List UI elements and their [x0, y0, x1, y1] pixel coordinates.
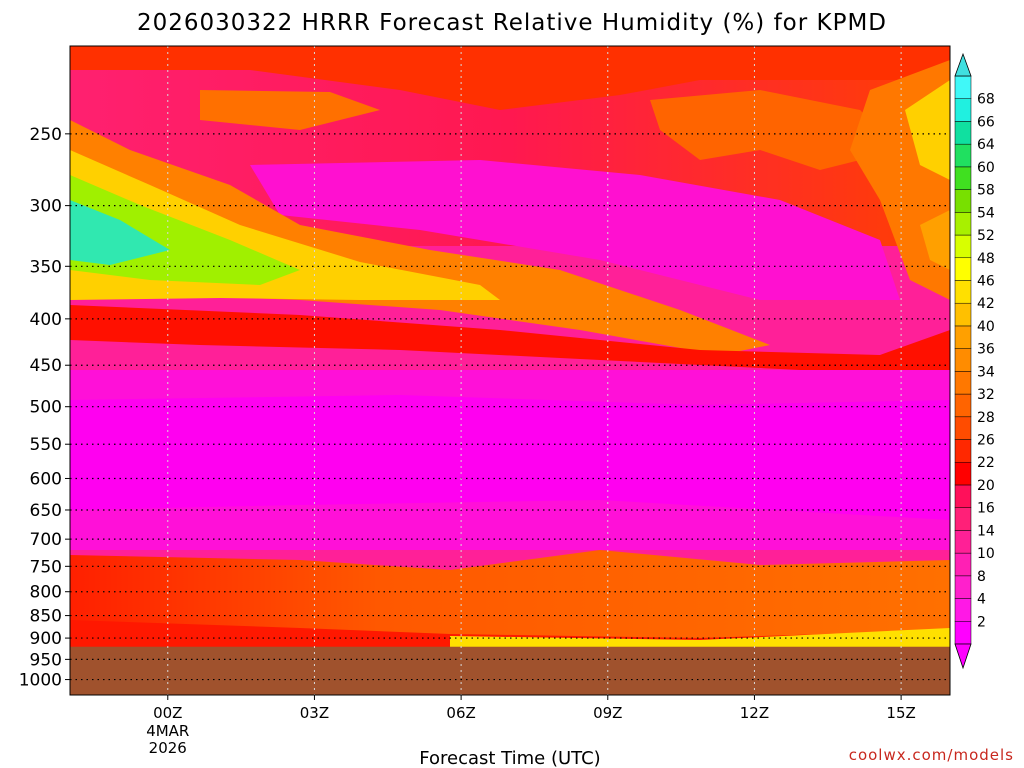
- upper-orange-patch-right: [650, 90, 900, 170]
- colorbar-swatch: [954, 507, 972, 531]
- mid-red-band: [70, 305, 950, 380]
- moist-tongue-cyan: [70, 200, 170, 265]
- y-tick-label: 700: [30, 530, 62, 550]
- surface-yellow-band: [450, 628, 950, 650]
- colorbar-level-label: 48: [977, 251, 995, 267]
- colorbar-swatch: [954, 348, 972, 372]
- y-axis: 2503003504004505005506006507007508008509…: [19, 125, 70, 691]
- y-tick-label: 650: [30, 501, 62, 521]
- colorbar-level-label: 16: [977, 501, 995, 517]
- x-tick-label: 03Z: [300, 704, 329, 722]
- x-axis-label: Forecast Time (UTC): [419, 748, 600, 768]
- colorbar-swatch: [954, 189, 972, 213]
- colorbar-level-label: 58: [977, 183, 995, 199]
- colorbar-swatch: [954, 302, 972, 327]
- colorbar-swatch: [954, 371, 972, 395]
- y-tick-label: 850: [30, 607, 62, 627]
- colorbar-swatch: [954, 621, 972, 645]
- upper-dry-core: [250, 160, 900, 300]
- colorbar-level-label: 22: [977, 455, 995, 471]
- x-tick-sublabel: 2026: [149, 739, 187, 757]
- colorbar-level-label: 40: [977, 319, 995, 335]
- colorbar-swatch: [954, 598, 972, 622]
- y-tick-label: 950: [30, 650, 62, 670]
- x-tick-label: 06Z: [446, 704, 475, 722]
- colorbar-level-label: 26: [977, 433, 995, 449]
- colorbar-level-label: 8: [977, 569, 986, 585]
- colorbar-level-label: 54: [977, 205, 995, 221]
- colorbar-swatch: [954, 166, 972, 190]
- colorbar-level-label: 66: [977, 114, 995, 130]
- colorbar: 6866646058545248464240363432282622201614…: [954, 52, 995, 670]
- x-tick-label: 12Z: [740, 704, 769, 722]
- colorbar-swatch: [954, 143, 972, 168]
- colorbar-level-label: 52: [977, 228, 995, 244]
- y-tick-label: 900: [30, 629, 62, 649]
- colorbar-level-label: 32: [977, 387, 995, 403]
- plot-area: [70, 46, 950, 695]
- colorbar-level-label: 64: [977, 137, 995, 153]
- colorbar-swatch: [954, 121, 972, 145]
- boundary-layer: [70, 550, 950, 650]
- y-tick-label: 1000: [19, 671, 62, 691]
- colorbar-level-label: 28: [977, 410, 995, 426]
- x-tick-label: 09Z: [593, 704, 622, 722]
- colorbar-under-arrow: [954, 643, 972, 670]
- y-tick-label: 550: [30, 435, 62, 455]
- gridlines: [70, 46, 950, 695]
- y-tick-label: 450: [30, 356, 62, 376]
- colorbar-level-label: 10: [977, 546, 995, 562]
- colorbar-level-label: 34: [977, 364, 995, 380]
- colorbar-swatch: [954, 212, 972, 236]
- colorbar-swatch: [954, 75, 972, 99]
- colorbar-swatch: [954, 439, 972, 463]
- y-tick-label: 500: [30, 398, 62, 418]
- plot-frame: [69, 45, 951, 696]
- colorbar-swatch: [954, 257, 972, 281]
- colorbar-swatch: [954, 280, 972, 304]
- y-tick-label: 350: [30, 257, 62, 277]
- mid-dry-core: [70, 395, 950, 520]
- x-tick-label: 00Z: [153, 704, 182, 722]
- credit-link[interactable]: coolwx.com/models: [849, 746, 1014, 764]
- x-tick-label: 15Z: [886, 704, 915, 722]
- colorbar-level-label: 68: [977, 92, 995, 108]
- colorbar-level-label: 4: [977, 592, 986, 608]
- colorbar-level-label: 14: [977, 523, 995, 539]
- colorbar-swatch: [954, 530, 972, 554]
- colorbar-level-label: 46: [977, 273, 995, 289]
- colorbar-swatch: [954, 325, 972, 349]
- y-tick-label: 800: [30, 583, 62, 603]
- upper-right-yellow: [905, 80, 950, 180]
- chart-title: 2026030322 HRRR Forecast Relative Humidi…: [137, 10, 887, 36]
- y-tick-label: 400: [30, 310, 62, 330]
- colorbar-swatch: [954, 461, 972, 486]
- colorbar-swatch: [954, 552, 972, 577]
- terrain-below-ground: [70, 646, 950, 695]
- colorbar-swatch: [954, 393, 972, 418]
- colorbar-swatch: [954, 416, 972, 440]
- y-tick-label: 300: [30, 197, 62, 217]
- colorbar-level-label: 36: [977, 342, 995, 358]
- y-tick-label: 750: [30, 557, 62, 577]
- colorbar-swatch: [954, 484, 972, 508]
- upper-orange-patch-left: [200, 90, 380, 130]
- colorbar-level-label: 42: [977, 296, 995, 312]
- colorbar-swatch: [954, 575, 972, 599]
- colorbar-swatch: [954, 98, 972, 122]
- y-tick-label: 600: [30, 469, 62, 489]
- colorbar-level-label: 20: [977, 478, 995, 494]
- colorbar-level-label: 2: [977, 614, 986, 630]
- upper-red-band: [70, 46, 950, 110]
- colorbar-level-label: 60: [977, 160, 995, 176]
- right-edge-orange: [920, 210, 950, 270]
- colorbar-swatch: [954, 234, 972, 259]
- colorbar-over-arrow: [954, 52, 972, 77]
- y-tick-label: 250: [30, 125, 62, 145]
- x-tick-sublabel: 4MAR: [146, 722, 189, 740]
